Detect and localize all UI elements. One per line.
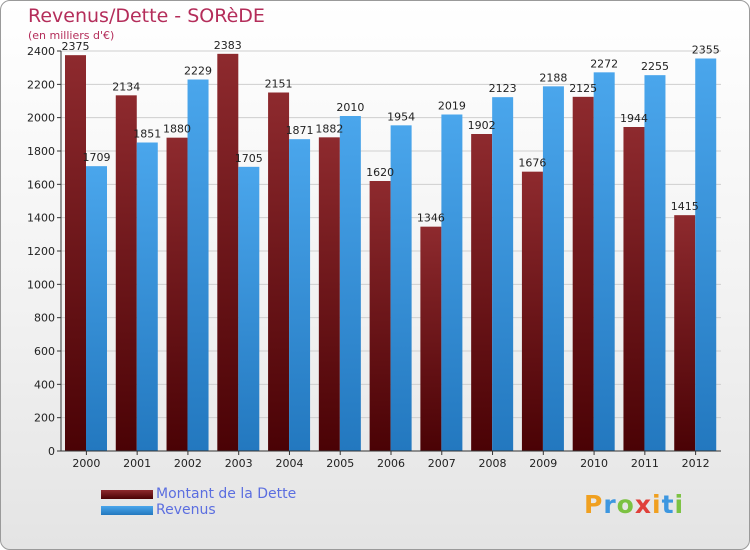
data-label-dette-2008: 1902 <box>468 119 496 132</box>
bar-dette-2000 <box>65 55 86 452</box>
proxiti-logo: Proxiti <box>584 490 684 519</box>
data-label-revenus-2009: 2188 <box>539 71 567 84</box>
y-tick-label: 1800 <box>27 145 55 158</box>
data-label-dette-2002: 1880 <box>163 123 191 136</box>
x-tick-label: 2001 <box>123 457 151 470</box>
y-tick-label: 1200 <box>27 245 55 258</box>
bar-revenus-2001 <box>136 142 158 451</box>
legend-label-revenus: Revenus <box>156 502 216 518</box>
data-label-revenus-2003: 1705 <box>235 152 263 165</box>
y-tick-label: 2200 <box>27 78 55 91</box>
x-tick-label: 2009 <box>529 457 557 470</box>
bar-revenus-2011 <box>644 75 666 452</box>
logo-letter: i <box>674 490 685 519</box>
y-tick-label: 2400 <box>27 45 55 58</box>
bar-dette-2002 <box>166 137 188 451</box>
data-label-dette-2012: 1415 <box>671 200 699 213</box>
x-tick-label: 2012 <box>682 457 710 470</box>
y-tick-label: 600 <box>34 345 55 358</box>
logo-letter: o <box>616 490 635 519</box>
bar-dette-2003 <box>217 53 239 451</box>
data-label-revenus-2012: 2355 <box>692 44 720 57</box>
data-label-dette-2001: 2134 <box>112 80 140 93</box>
y-tick-label: 2000 <box>27 112 55 125</box>
bar-revenus-2007 <box>441 114 463 451</box>
y-tick-label: 0 <box>48 445 55 458</box>
y-tick-label: 400 <box>34 378 55 391</box>
logo-letter: x <box>634 490 652 519</box>
chart-title: Revenus/Dette - SORèDE <box>28 5 265 27</box>
x-tick-label: 2004 <box>275 457 303 470</box>
bar-dette-2001 <box>115 95 137 451</box>
x-tick-label: 2003 <box>225 457 253 470</box>
x-tick-label: 2010 <box>580 457 608 470</box>
data-label-revenus-2001: 1851 <box>133 128 161 141</box>
logo-letter: i <box>652 490 662 519</box>
bar-revenus-2003 <box>238 166 260 452</box>
bar-revenus-2006 <box>390 125 412 451</box>
data-label-dette-2006: 1620 <box>366 166 394 179</box>
bar-dette-2007 <box>420 226 442 451</box>
data-label-dette-2003: 2383 <box>214 39 242 52</box>
logo-letter: P <box>584 490 604 519</box>
x-tick-label: 2005 <box>326 457 354 470</box>
bar-dette-2008 <box>471 134 493 451</box>
data-label-dette-2009: 1676 <box>518 157 546 170</box>
bar-revenus-2000 <box>86 166 107 451</box>
bar-revenus-2005 <box>339 116 361 451</box>
logo-letter: r <box>603 490 617 519</box>
x-tick-label: 2011 <box>631 457 659 470</box>
legend-label-debt: Montant de la Dette <box>156 486 297 502</box>
bar-revenus-2009 <box>542 86 564 451</box>
bar-revenus-2010 <box>593 72 615 451</box>
data-label-revenus-2004: 1871 <box>286 124 314 137</box>
data-label-revenus-2010: 2272 <box>590 57 618 70</box>
bar-revenus-2012 <box>695 58 717 451</box>
data-label-revenus-2006: 1954 <box>387 110 415 123</box>
bar-dette-2009 <box>521 171 543 451</box>
bar-dette-2006 <box>369 181 391 451</box>
y-tick-label: 1600 <box>27 178 55 191</box>
data-label-dette-2004: 2151 <box>265 78 293 91</box>
data-label-dette-2005: 1882 <box>315 122 343 135</box>
y-tick-label: 800 <box>34 312 55 325</box>
logo-letter: t <box>661 490 675 519</box>
bar-dette-2005 <box>318 137 340 452</box>
x-tick-label: 2000 <box>72 457 100 470</box>
bar-dette-2012 <box>674 215 696 451</box>
data-label-revenus-2005: 2010 <box>336 101 364 114</box>
y-tick-label: 200 <box>34 412 55 425</box>
bar-dette-2011 <box>623 127 645 451</box>
bar-revenus-2004 <box>289 139 311 451</box>
bar-dette-2010 <box>572 96 594 451</box>
bar-revenus-2008 <box>492 97 514 452</box>
y-tick-label: 1000 <box>27 278 55 291</box>
data-label-revenus-2000: 1709 <box>83 151 111 164</box>
x-tick-label: 2002 <box>174 457 202 470</box>
data-label-dette-2000: 2375 <box>62 40 90 53</box>
bar-dette-2004 <box>268 92 290 451</box>
data-label-dette-2007: 1346 <box>417 212 445 225</box>
x-tick-label: 2007 <box>428 457 456 470</box>
bar-revenus-2002 <box>187 79 209 451</box>
legend-swatch-debt <box>101 490 153 499</box>
y-tick-label: 1400 <box>27 212 55 225</box>
data-label-revenus-2011: 2255 <box>641 60 669 73</box>
data-label-revenus-2002: 2229 <box>184 65 212 78</box>
unit-label: (en milliers d'€) <box>28 29 115 42</box>
data-label-revenus-2007: 2019 <box>438 100 466 113</box>
data-label-dette-2010: 2125 <box>569 82 597 95</box>
data-label-dette-2011: 1944 <box>620 112 648 125</box>
x-tick-label: 2006 <box>377 457 405 470</box>
legend-swatch-revenus <box>101 506 153 515</box>
x-tick-label: 2008 <box>479 457 507 470</box>
data-label-revenus-2008: 2123 <box>489 82 517 95</box>
